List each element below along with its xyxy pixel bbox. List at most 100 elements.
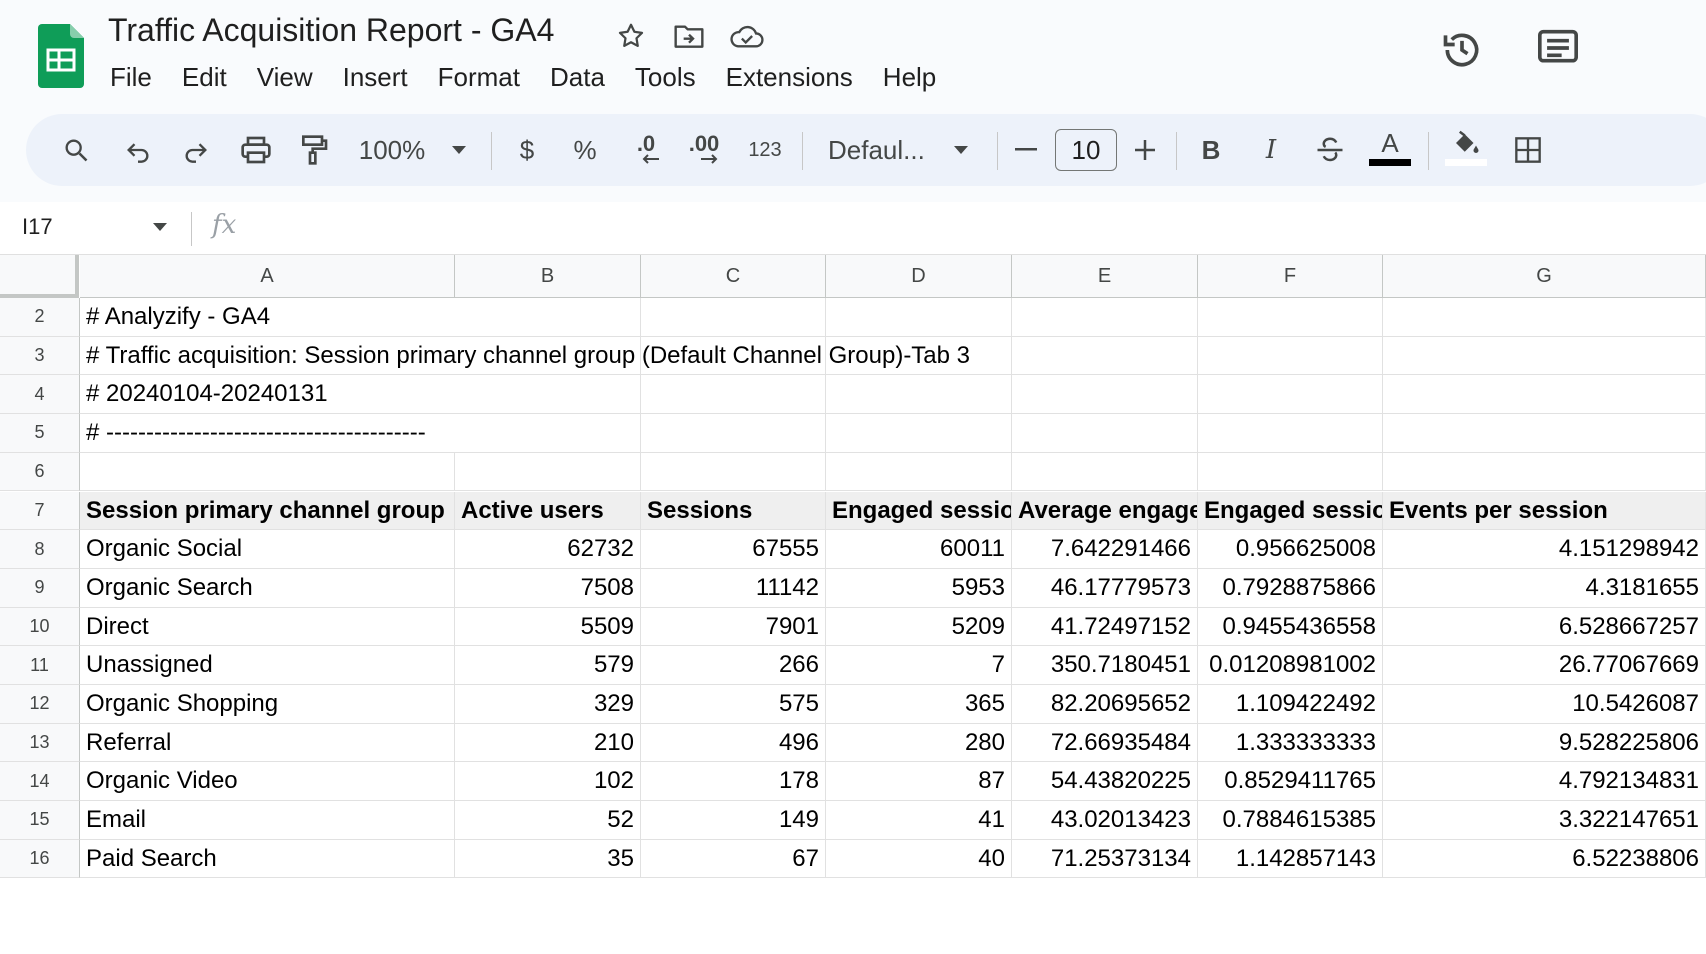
menu-insert[interactable]: Insert: [342, 62, 408, 92]
comments-icon[interactable]: [1536, 28, 1580, 77]
cell-a15[interactable]: Email: [80, 801, 455, 840]
cell-b5[interactable]: [455, 414, 641, 453]
row-header-12[interactable]: 12: [0, 685, 80, 724]
name-box[interactable]: I17: [22, 214, 53, 239]
cell-d13[interactable]: 280: [826, 723, 1012, 763]
increase-decimal-button[interactable]: .00: [682, 114, 726, 186]
cell-d3[interactable]: [826, 336, 1012, 376]
cell-c8[interactable]: 67555: [641, 530, 826, 569]
column-header-c[interactable]: C: [641, 255, 826, 298]
cell-c7[interactable]: Sessions: [641, 491, 826, 531]
cell-f9[interactable]: 0.7928875866: [1198, 568, 1383, 608]
menu-edit[interactable]: Edit: [181, 62, 227, 92]
cell-d4[interactable]: [826, 375, 1012, 415]
cell-c3[interactable]: [641, 336, 826, 376]
menu-extensions[interactable]: Extensions: [725, 62, 853, 92]
cell-e3[interactable]: [1012, 336, 1198, 376]
zoom-select[interactable]: 100%: [358, 134, 426, 165]
cell-f4[interactable]: [1198, 375, 1383, 415]
redo-icon[interactable]: [176, 114, 216, 186]
cell-a10[interactable]: Direct: [80, 607, 455, 647]
font-size-input[interactable]: 10: [1055, 129, 1117, 171]
star-icon[interactable]: [612, 18, 650, 54]
cell-e13[interactable]: 72.66935484: [1012, 723, 1198, 763]
increase-font-size-icon[interactable]: [1130, 114, 1160, 186]
cell-b8[interactable]: 62732: [455, 530, 641, 569]
fill-color-icon[interactable]: [1444, 114, 1488, 186]
cell-e4[interactable]: [1012, 375, 1198, 415]
row-header-8[interactable]: 8: [0, 530, 80, 569]
cell-d15[interactable]: 41: [826, 801, 1012, 840]
decrease-decimal-button[interactable]: .0: [626, 114, 666, 186]
cell-b3[interactable]: [455, 336, 641, 376]
cell-f15[interactable]: 0.7884615385: [1198, 801, 1383, 840]
font-family-select[interactable]: Defaul...: [828, 134, 925, 165]
cell-g4[interactable]: [1383, 375, 1706, 415]
column-header-e[interactable]: E: [1012, 255, 1198, 298]
borders-icon[interactable]: [1510, 114, 1546, 186]
cell-e6[interactable]: [1012, 452, 1198, 492]
cell-g8[interactable]: 4.151298942: [1383, 530, 1706, 569]
cell-d12[interactable]: 365: [826, 685, 1012, 724]
cell-b15[interactable]: 52: [455, 801, 641, 840]
cell-c2[interactable]: [641, 298, 826, 337]
cell-d10[interactable]: 5209: [826, 607, 1012, 647]
cell-g15[interactable]: 3.322147651: [1383, 801, 1706, 840]
cell-a5[interactable]: # --------------------------------------…: [80, 414, 455, 453]
cell-g13[interactable]: 9.528225806: [1383, 723, 1706, 763]
row-header-13[interactable]: 13: [0, 723, 80, 763]
cell-b13[interactable]: 210: [455, 723, 641, 763]
menu-format[interactable]: Format: [437, 62, 520, 92]
move-to-folder-icon[interactable]: [670, 18, 708, 54]
column-header-g[interactable]: G: [1383, 255, 1706, 298]
cell-a6[interactable]: [80, 452, 455, 492]
cell-f5[interactable]: [1198, 414, 1383, 453]
menu-tools[interactable]: Tools: [634, 62, 696, 92]
font-dropdown-icon[interactable]: [948, 114, 974, 186]
search-menus-icon[interactable]: [56, 114, 96, 186]
formula-input[interactable]: [260, 210, 1660, 246]
cell-d6[interactable]: [826, 452, 1012, 492]
cell-e12[interactable]: 82.20695652: [1012, 685, 1198, 724]
version-history-icon[interactable]: [1440, 28, 1484, 77]
cell-a4[interactable]: # 20240104-20240131: [80, 375, 455, 415]
cell-b11[interactable]: 579: [455, 646, 641, 685]
zoom-dropdown-icon[interactable]: [444, 114, 474, 186]
cell-f7[interactable]: Engaged sessions per active user: [1198, 491, 1383, 531]
cell-c4[interactable]: [641, 375, 826, 415]
cell-f2[interactable]: [1198, 298, 1383, 337]
cell-a3[interactable]: # Traffic acquisition: Session primary c…: [80, 337, 970, 376]
cell-d2[interactable]: [826, 298, 1012, 337]
column-header-b[interactable]: B: [455, 255, 641, 298]
document-title[interactable]: Traffic Acquisition Report - GA4: [108, 12, 555, 48]
cell-d16[interactable]: 40: [826, 839, 1012, 879]
cell-e9[interactable]: 46.17779573: [1012, 568, 1198, 608]
cell-g9[interactable]: 4.3181655: [1383, 568, 1706, 608]
row-header-3[interactable]: 3: [0, 336, 80, 376]
cell-d11[interactable]: 7: [826, 646, 1012, 685]
name-box-dropdown-icon[interactable]: [152, 222, 168, 232]
italic-button[interactable]: I: [1265, 135, 1277, 165]
cell-f13[interactable]: 1.333333333: [1198, 723, 1383, 763]
menu-file[interactable]: File: [110, 62, 152, 92]
cell-g11[interactable]: 26.77067669: [1383, 646, 1706, 685]
cell-g10[interactable]: 6.528667257: [1383, 607, 1706, 647]
cell-c6[interactable]: [641, 452, 826, 492]
cell-g5[interactable]: [1383, 414, 1706, 453]
row-header-4[interactable]: 4: [0, 375, 80, 415]
cell-c11[interactable]: 266: [641, 646, 826, 685]
row-header-6[interactable]: 6: [0, 452, 80, 492]
cell-d5[interactable]: [826, 414, 1012, 453]
cell-c9[interactable]: 11142: [641, 568, 826, 608]
cell-c5[interactable]: [641, 414, 826, 453]
cell-b7[interactable]: Active users: [455, 491, 641, 531]
cell-g3[interactable]: [1383, 336, 1706, 376]
text-color-button[interactable]: A: [1368, 114, 1412, 186]
cell-e16[interactable]: 71.25373134: [1012, 839, 1198, 879]
cell-a11[interactable]: Unassigned: [80, 646, 455, 685]
cell-a12[interactable]: Organic Shopping: [80, 685, 455, 724]
menu-data[interactable]: Data: [549, 62, 605, 92]
currency-format-button[interactable]: $: [519, 134, 535, 165]
cell-e5[interactable]: [1012, 414, 1198, 453]
cell-e8[interactable]: 7.642291466: [1012, 530, 1198, 569]
